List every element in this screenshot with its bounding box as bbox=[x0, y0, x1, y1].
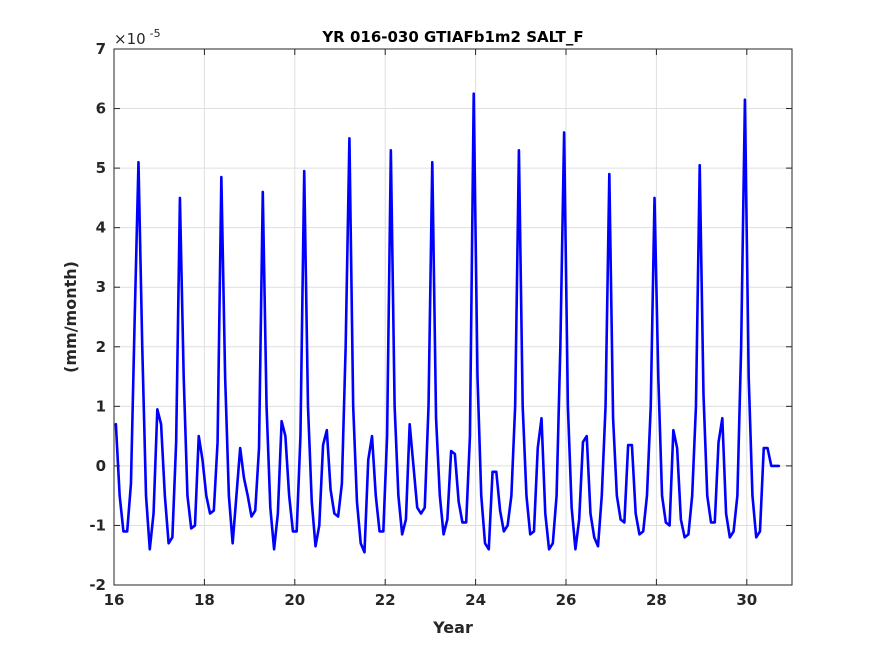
y-tick-label: 2 bbox=[96, 338, 106, 356]
y-exponent-base: ×10 bbox=[114, 30, 146, 48]
y-tick-label: -2 bbox=[89, 576, 106, 594]
y-tick-label: -1 bbox=[89, 516, 106, 534]
y-tick-label: 5 bbox=[96, 159, 106, 177]
series-group bbox=[114, 92, 781, 554]
x-tick-label: 24 bbox=[465, 591, 486, 609]
x-tick-label: 20 bbox=[284, 591, 305, 609]
x-axis-label: Year bbox=[432, 618, 473, 637]
x-tick-label: 16 bbox=[104, 591, 125, 609]
y-tick-label: 6 bbox=[96, 100, 106, 118]
y-tick-label: 0 bbox=[96, 457, 106, 475]
x-tick-label: 22 bbox=[375, 591, 396, 609]
y-axis-label: (mm/month) bbox=[61, 261, 80, 373]
y-tick-label: 3 bbox=[96, 278, 106, 296]
x-tick-label: 18 bbox=[194, 591, 215, 609]
y-tick-label: 7 bbox=[96, 40, 106, 58]
series-line bbox=[114, 92, 781, 554]
y-tick-labels: -2 -1 0 1 2 3 4 5 6 7 bbox=[89, 40, 106, 594]
y-exponent-power: -5 bbox=[150, 27, 161, 40]
y-tick-label: 4 bbox=[96, 219, 106, 237]
y-tick-label: 1 bbox=[96, 397, 106, 415]
tick-marks bbox=[113, 48, 792, 586]
x-tick-labels: 16 18 20 22 24 26 28 30 bbox=[104, 591, 758, 609]
x-tick-label: 28 bbox=[646, 591, 667, 609]
x-tick-label: 26 bbox=[556, 591, 577, 609]
plot-frame bbox=[113, 48, 793, 586]
y-axis-exponent: ×10 -5 bbox=[114, 27, 161, 48]
x-tick-label: 30 bbox=[736, 591, 757, 609]
chart-title: YR 016-030 GTIAFb1m2 SALT_F bbox=[321, 28, 583, 46]
